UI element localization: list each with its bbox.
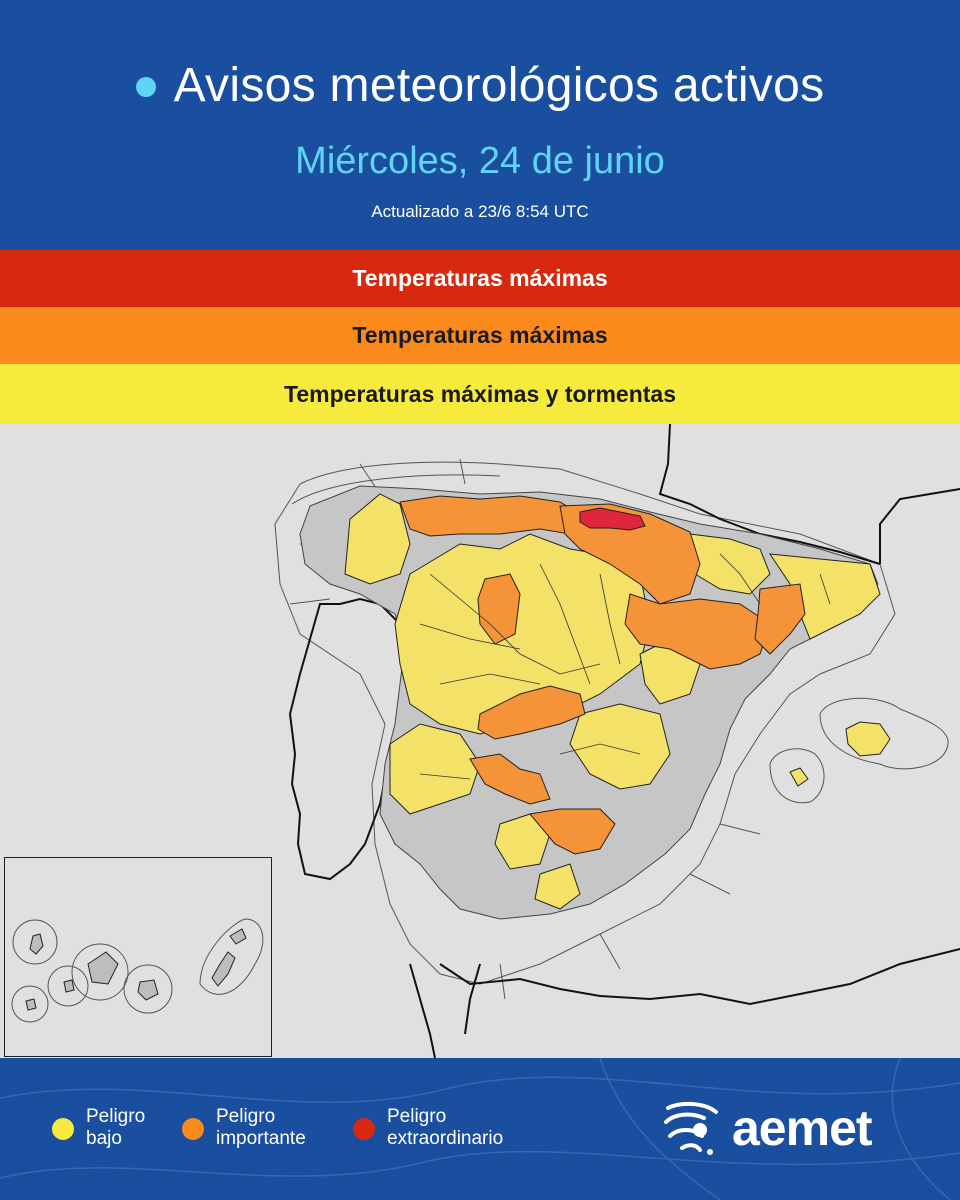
country-borders (288, 424, 960, 1058)
legend-dot-orange-icon (182, 1118, 204, 1140)
zone-boundaries (419, 553, 831, 780)
aemet-logo: aemet (660, 1098, 873, 1158)
aemet-logo-text: aemet (732, 1100, 873, 1156)
title-dot-icon (135, 77, 156, 97)
legend-dot-red-icon (353, 1118, 375, 1140)
peligro-bajo-zones (344, 493, 891, 910)
forecast-date: Miércoles, 24 de junio (295, 140, 665, 182)
legend-label-line1: Peligro (216, 1106, 276, 1127)
updated-timestamp: Actualizado a 23/6 8:54 UTC (371, 202, 589, 221)
legend-item-peligro-importante: Peligro importante (182, 1106, 366, 1150)
legend-label-line2: importante (216, 1128, 306, 1149)
aemet-globe-icon (664, 1101, 718, 1155)
canary-islands (11, 918, 264, 1023)
warning-band-label: Temperaturas máximas (352, 265, 608, 291)
legend-label-line2: extraordinario (387, 1128, 504, 1149)
legend-label-line2: bajo (86, 1128, 122, 1149)
maritime-zones (274, 458, 949, 1000)
legend-label: Peligro bajo (86, 1106, 236, 1150)
warnings-map (0, 424, 960, 1058)
peligro-extraordinario-zones (579, 507, 646, 531)
legend-item-peligro-bajo: Peligro bajo (52, 1106, 236, 1150)
legend-item-peligro-extraordinario: Peligro extraordinario (353, 1106, 537, 1150)
title-row: Avisos meteorológicos activos (0, 58, 960, 113)
canary-islands-inset-frame (4, 857, 272, 1057)
peligro-importante-zones (399, 495, 806, 855)
warning-band-label: Temperaturas máximas (352, 322, 608, 348)
warning-band-extraordinario: Temperaturas máximas (0, 250, 960, 307)
legend-dot-yellow-icon (52, 1118, 74, 1140)
wave-lines-decoration (0, 1058, 960, 1200)
footer: Peligro bajo Peligro importante Peligro … (0, 1058, 960, 1200)
legend-label-line1: Peligro (387, 1106, 447, 1127)
legend-label-line1: Peligro (86, 1106, 146, 1127)
header: Avisos meteorológicos activos Miércoles,… (0, 0, 960, 250)
spain-map-svg (11, 424, 960, 1058)
page-title-text: Avisos meteorológicos activos (173, 59, 825, 112)
warning-band-label: Temperaturas máximas y tormentas (283, 380, 677, 407)
legend-label: Peligro extraordinario (387, 1106, 537, 1150)
warning-band-importante: Temperaturas máximas (0, 307, 960, 364)
warning-band-bajo: Temperaturas máximas y tormentas (0, 364, 960, 424)
legend-label: Peligro importante (216, 1106, 366, 1150)
page-title: Avisos meteorológicos activos (135, 58, 825, 113)
